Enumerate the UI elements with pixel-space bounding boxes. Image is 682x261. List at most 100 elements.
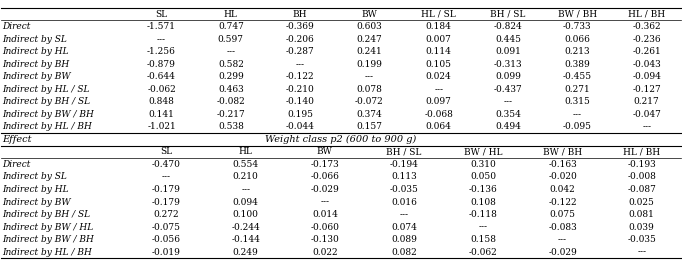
Text: 0.199: 0.199 (357, 60, 383, 69)
Text: 0.272: 0.272 (153, 210, 179, 219)
Text: 0.064: 0.064 (426, 122, 451, 131)
Text: 0.100: 0.100 (233, 210, 258, 219)
Text: ---: --- (241, 185, 250, 194)
Text: 0.082: 0.082 (391, 248, 417, 257)
Text: ---: --- (637, 248, 647, 257)
Text: BW / BH: BW / BH (558, 10, 597, 19)
Text: BH: BH (293, 10, 308, 19)
Text: Indirect by HL / BH: Indirect by HL / BH (2, 122, 92, 131)
Text: Indirect by BW / HL: Indirect by BW / HL (2, 223, 93, 232)
Text: -0.130: -0.130 (310, 235, 339, 244)
Text: -1.571: -1.571 (147, 22, 176, 31)
Text: -0.644: -0.644 (147, 72, 176, 81)
Text: Indirect by BH / SL: Indirect by BH / SL (2, 210, 90, 219)
Text: ---: --- (162, 173, 171, 181)
Text: -0.035: -0.035 (627, 235, 656, 244)
Text: 0.108: 0.108 (471, 198, 496, 206)
Text: 0.271: 0.271 (565, 85, 590, 94)
Text: -0.179: -0.179 (152, 185, 181, 194)
Text: Direct: Direct (2, 22, 31, 31)
Text: 0.213: 0.213 (565, 47, 590, 56)
Text: -0.062: -0.062 (469, 248, 498, 257)
Text: -0.194: -0.194 (389, 160, 419, 169)
Text: Indirect by BH: Indirect by BH (2, 60, 70, 69)
Text: 0.022: 0.022 (312, 248, 338, 257)
Text: ---: --- (479, 223, 488, 232)
Text: -0.127: -0.127 (632, 85, 661, 94)
Text: 0.097: 0.097 (426, 97, 451, 106)
Text: BW / BH: BW / BH (543, 147, 582, 156)
Text: 0.042: 0.042 (550, 185, 576, 194)
Text: 0.445: 0.445 (495, 35, 521, 44)
Text: 0.389: 0.389 (565, 60, 590, 69)
Text: -0.173: -0.173 (310, 160, 339, 169)
Text: -0.122: -0.122 (286, 72, 314, 81)
Text: ---: --- (573, 110, 582, 119)
Text: 0.091: 0.091 (495, 47, 521, 56)
Text: -0.068: -0.068 (424, 110, 453, 119)
Text: 0.195: 0.195 (287, 110, 313, 119)
Text: 0.374: 0.374 (357, 110, 383, 119)
Text: Indirect by HL: Indirect by HL (2, 185, 69, 194)
Text: -0.210: -0.210 (286, 85, 314, 94)
Text: SL: SL (160, 147, 173, 156)
Text: -0.083: -0.083 (548, 223, 577, 232)
Text: Weight class p2 (600 to 900 g): Weight class p2 (600 to 900 g) (265, 135, 417, 144)
Text: 0.603: 0.603 (357, 22, 383, 31)
Text: 0.538: 0.538 (218, 122, 243, 131)
Text: ---: --- (503, 97, 513, 106)
Text: 0.463: 0.463 (218, 85, 243, 94)
Text: 0.075: 0.075 (550, 210, 576, 219)
Text: 0.081: 0.081 (629, 210, 655, 219)
Text: Indirect by BW / BH: Indirect by BW / BH (2, 110, 94, 119)
Text: -0.020: -0.020 (548, 173, 577, 181)
Text: -0.072: -0.072 (355, 97, 384, 106)
Text: Direct: Direct (2, 160, 31, 169)
Text: 0.099: 0.099 (495, 72, 521, 81)
Text: Effect: Effect (2, 135, 31, 144)
Text: 0.025: 0.025 (629, 198, 655, 206)
Text: HL / BH: HL / BH (623, 147, 660, 156)
Text: -0.206: -0.206 (286, 35, 314, 44)
Text: -0.437: -0.437 (494, 85, 522, 94)
Text: 0.299: 0.299 (218, 72, 243, 81)
Text: 0.158: 0.158 (471, 235, 496, 244)
Text: 0.074: 0.074 (391, 223, 417, 232)
Text: 0.157: 0.157 (357, 122, 383, 131)
Text: -0.019: -0.019 (152, 248, 181, 257)
Text: Indirect by SL: Indirect by SL (2, 173, 67, 181)
Text: 0.597: 0.597 (218, 35, 243, 44)
Text: ---: --- (642, 122, 651, 131)
Text: 0.249: 0.249 (233, 248, 258, 257)
Text: Indirect by HL / BH: Indirect by HL / BH (2, 248, 92, 257)
Text: 0.039: 0.039 (629, 223, 655, 232)
Text: ---: --- (321, 198, 329, 206)
Text: -0.287: -0.287 (286, 47, 314, 56)
Text: 0.141: 0.141 (149, 110, 175, 119)
Text: ---: --- (558, 235, 567, 244)
Text: -0.136: -0.136 (469, 185, 498, 194)
Text: -1.256: -1.256 (147, 47, 176, 56)
Text: -0.163: -0.163 (548, 160, 577, 169)
Text: 0.078: 0.078 (357, 85, 383, 94)
Text: -0.244: -0.244 (231, 223, 260, 232)
Text: 0.024: 0.024 (426, 72, 451, 81)
Text: 0.114: 0.114 (426, 47, 451, 56)
Text: Indirect by HL: Indirect by HL (2, 47, 69, 56)
Text: -0.082: -0.082 (216, 97, 246, 106)
Text: 0.848: 0.848 (149, 97, 175, 106)
Text: 0.113: 0.113 (391, 173, 417, 181)
Text: -0.140: -0.140 (286, 97, 314, 106)
Text: 0.554: 0.554 (233, 160, 258, 169)
Text: BH / SL: BH / SL (490, 10, 526, 19)
Text: 0.247: 0.247 (357, 35, 383, 44)
Text: -0.066: -0.066 (310, 173, 340, 181)
Text: -0.217: -0.217 (216, 110, 246, 119)
Text: ---: --- (157, 35, 166, 44)
Text: -0.047: -0.047 (632, 110, 661, 119)
Text: -0.075: -0.075 (152, 223, 181, 232)
Text: 0.007: 0.007 (426, 35, 451, 44)
Text: Indirect by BH / SL: Indirect by BH / SL (2, 97, 90, 106)
Text: 0.050: 0.050 (471, 173, 496, 181)
Text: -0.056: -0.056 (152, 235, 181, 244)
